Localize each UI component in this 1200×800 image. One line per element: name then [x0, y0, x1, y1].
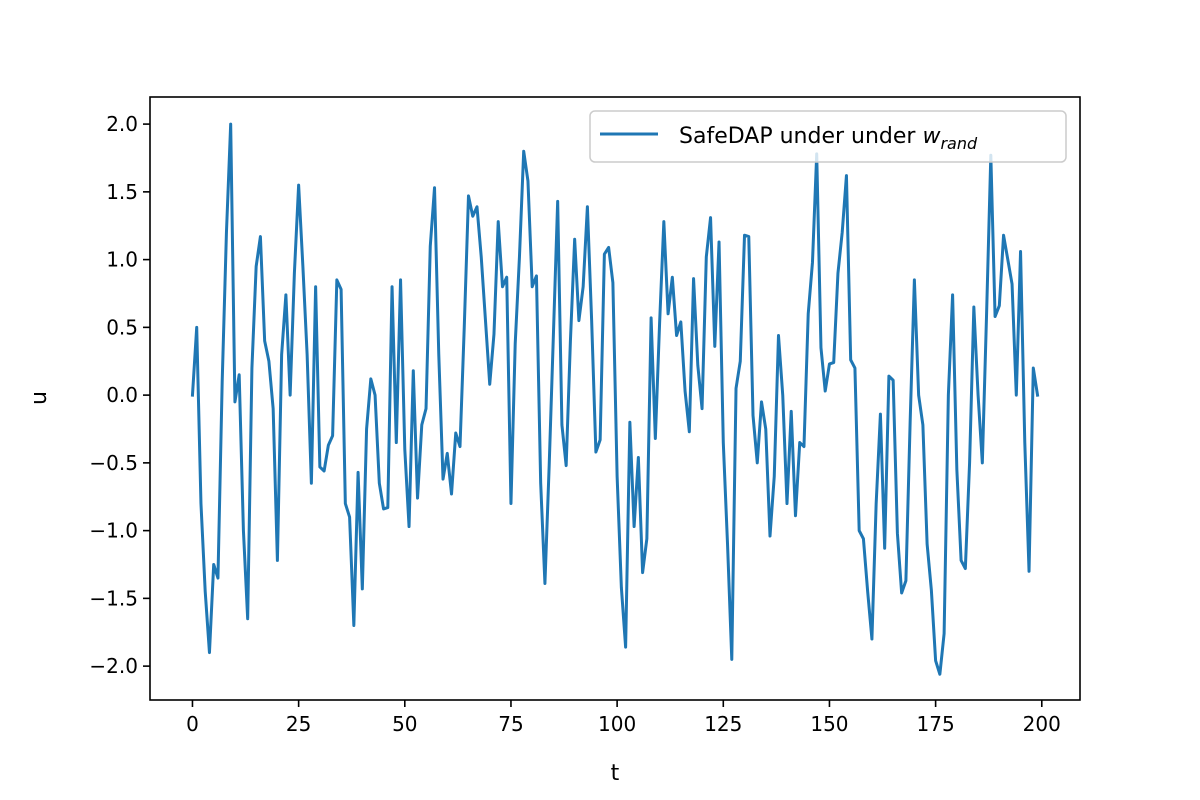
- x-tick-label: 150: [810, 712, 848, 736]
- x-tick-label: 25: [286, 712, 311, 736]
- legend-label-subscript: rand: [940, 134, 978, 153]
- series-line: [190, 122, 1040, 676]
- y-tick-label: 0.0: [106, 383, 138, 407]
- legend-box: [589, 110, 1067, 163]
- legend-label-variable: w: [922, 124, 941, 149]
- x-tick-label: 0: [186, 712, 199, 736]
- x-tick-label: 50: [392, 712, 417, 736]
- y-tick-label: 2.0: [106, 112, 138, 136]
- y-axis-label: u: [27, 391, 52, 405]
- y-tick-label: 0.5: [106, 315, 138, 339]
- y-tick-label: 1.5: [106, 180, 138, 204]
- x-tick-label: 100: [598, 712, 636, 736]
- y-tick-label: −1.5: [89, 586, 138, 610]
- x-tick-label: 175: [917, 712, 955, 736]
- legend: SafeDAP under under wrand: [589, 110, 1067, 163]
- x-axis-label: t: [611, 761, 620, 786]
- y-tick-label: −2.0: [89, 654, 138, 678]
- legend-label-main: SafeDAP under under: [679, 124, 922, 149]
- x-axis-ticks: 0 25 50 75 100 125 150 175 200: [186, 700, 1061, 736]
- legend-label: SafeDAP under under wrand: [679, 124, 978, 153]
- y-axis-ticks: −2.0 −1.5 −1.0 −0.5 0.0 0.5 1.0 1.5 2.0: [89, 112, 150, 678]
- y-tick-label: −1.0: [89, 519, 138, 543]
- series-group: [190, 122, 1040, 676]
- x-tick-label: 200: [1023, 712, 1061, 736]
- y-tick-label: −0.5: [89, 451, 138, 475]
- y-tick-label: 1.0: [106, 248, 138, 272]
- x-tick-label: 75: [498, 712, 523, 736]
- x-tick-label: 125: [704, 712, 742, 736]
